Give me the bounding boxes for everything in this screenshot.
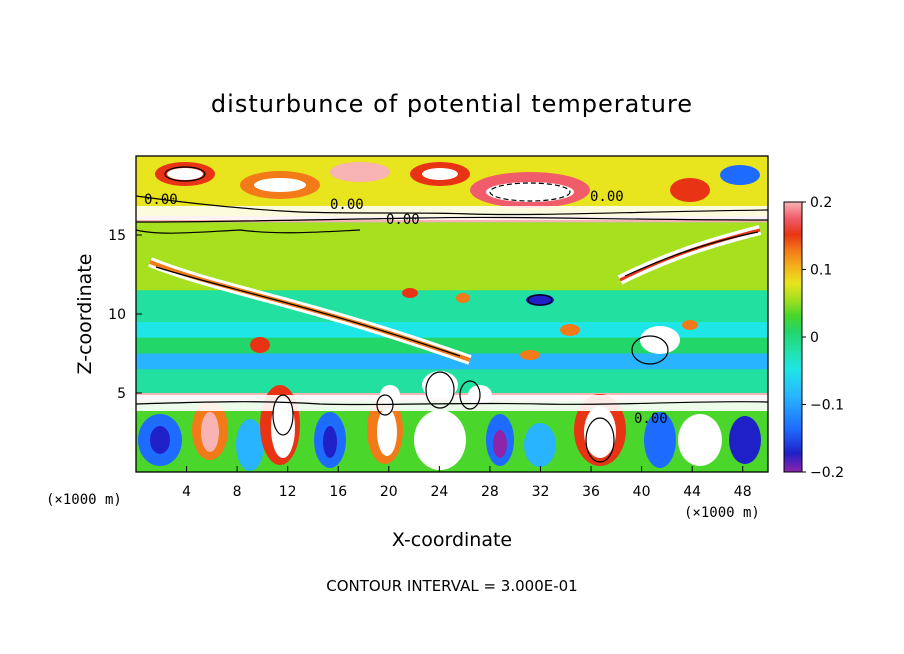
plot-area: 0.00 0.00 0.00 0.00 0.00 xyxy=(136,156,768,472)
contour-interval-note: CONTOUR INTERVAL = 3.000E-01 xyxy=(326,577,577,595)
x-tick-label: 24 xyxy=(430,484,448,500)
contour-lines xyxy=(136,166,768,463)
colorbar-ticks: 0.2 0.1 0 −0.1 −0.2 xyxy=(802,195,844,481)
x-tick-label: 36 xyxy=(582,484,600,500)
field-band xyxy=(136,290,768,322)
y-axis-unit: (×1000 m) xyxy=(46,492,122,508)
x-tick-label: 32 xyxy=(532,484,550,500)
colorbar-tick-label: 0.1 xyxy=(810,263,832,279)
colorbar-tick-label: 0.2 xyxy=(810,195,832,211)
x-axis-unit: (×1000 m) xyxy=(684,505,760,521)
y-axis-ticks: 5 10 15 xyxy=(108,228,142,402)
colorbar-bar xyxy=(783,201,803,473)
x-axis-label: X-coordinate xyxy=(392,529,512,551)
contour-label: 0.00 xyxy=(386,212,420,228)
x-axis-ticks: 4 8 12 16 20 24 28 32 36 40 44 48 xyxy=(182,466,752,500)
x-tick-label: 4 xyxy=(182,484,191,500)
x-tick-label: 8 xyxy=(233,484,242,500)
lower-bright-band xyxy=(136,395,768,411)
chart-title: disturbunce of potential temperature xyxy=(211,90,693,118)
contour-labels: 0.00 0.00 0.00 0.00 0.00 xyxy=(144,189,668,427)
x-tick-label: 16 xyxy=(329,484,347,500)
x-tick-label: 28 xyxy=(481,484,499,500)
y-tick-label: 5 xyxy=(117,386,126,402)
y-tick-label: 10 xyxy=(108,307,126,323)
x-tick-label: 48 xyxy=(734,484,752,500)
x-tick-label: 12 xyxy=(279,484,297,500)
field-band xyxy=(136,353,768,370)
upper-layer-eddies xyxy=(155,162,760,208)
contour-label: 0.00 xyxy=(144,192,178,208)
field-band xyxy=(136,337,768,354)
x-tick-label: 44 xyxy=(683,484,701,500)
x-tick-label: 20 xyxy=(380,484,398,500)
field-features xyxy=(136,162,768,471)
colorbar: 0.2 0.1 0 −0.1 −0.2 xyxy=(783,195,844,481)
contour-label: 0.00 xyxy=(590,189,624,205)
field-band xyxy=(136,321,768,338)
lower-layer-eddies xyxy=(138,385,761,471)
colorbar-tick-label: −0.1 xyxy=(810,398,844,414)
y-axis-label: Z-coordinate xyxy=(74,254,96,375)
x-tick-label: 40 xyxy=(633,484,651,500)
y-tick-label: 15 xyxy=(108,228,126,244)
contour-label: 0.00 xyxy=(634,411,668,427)
colorbar-tick-label: −0.2 xyxy=(810,465,844,481)
contour-label: 0.00 xyxy=(330,197,364,213)
colorbar-tick-label: 0 xyxy=(810,330,819,346)
